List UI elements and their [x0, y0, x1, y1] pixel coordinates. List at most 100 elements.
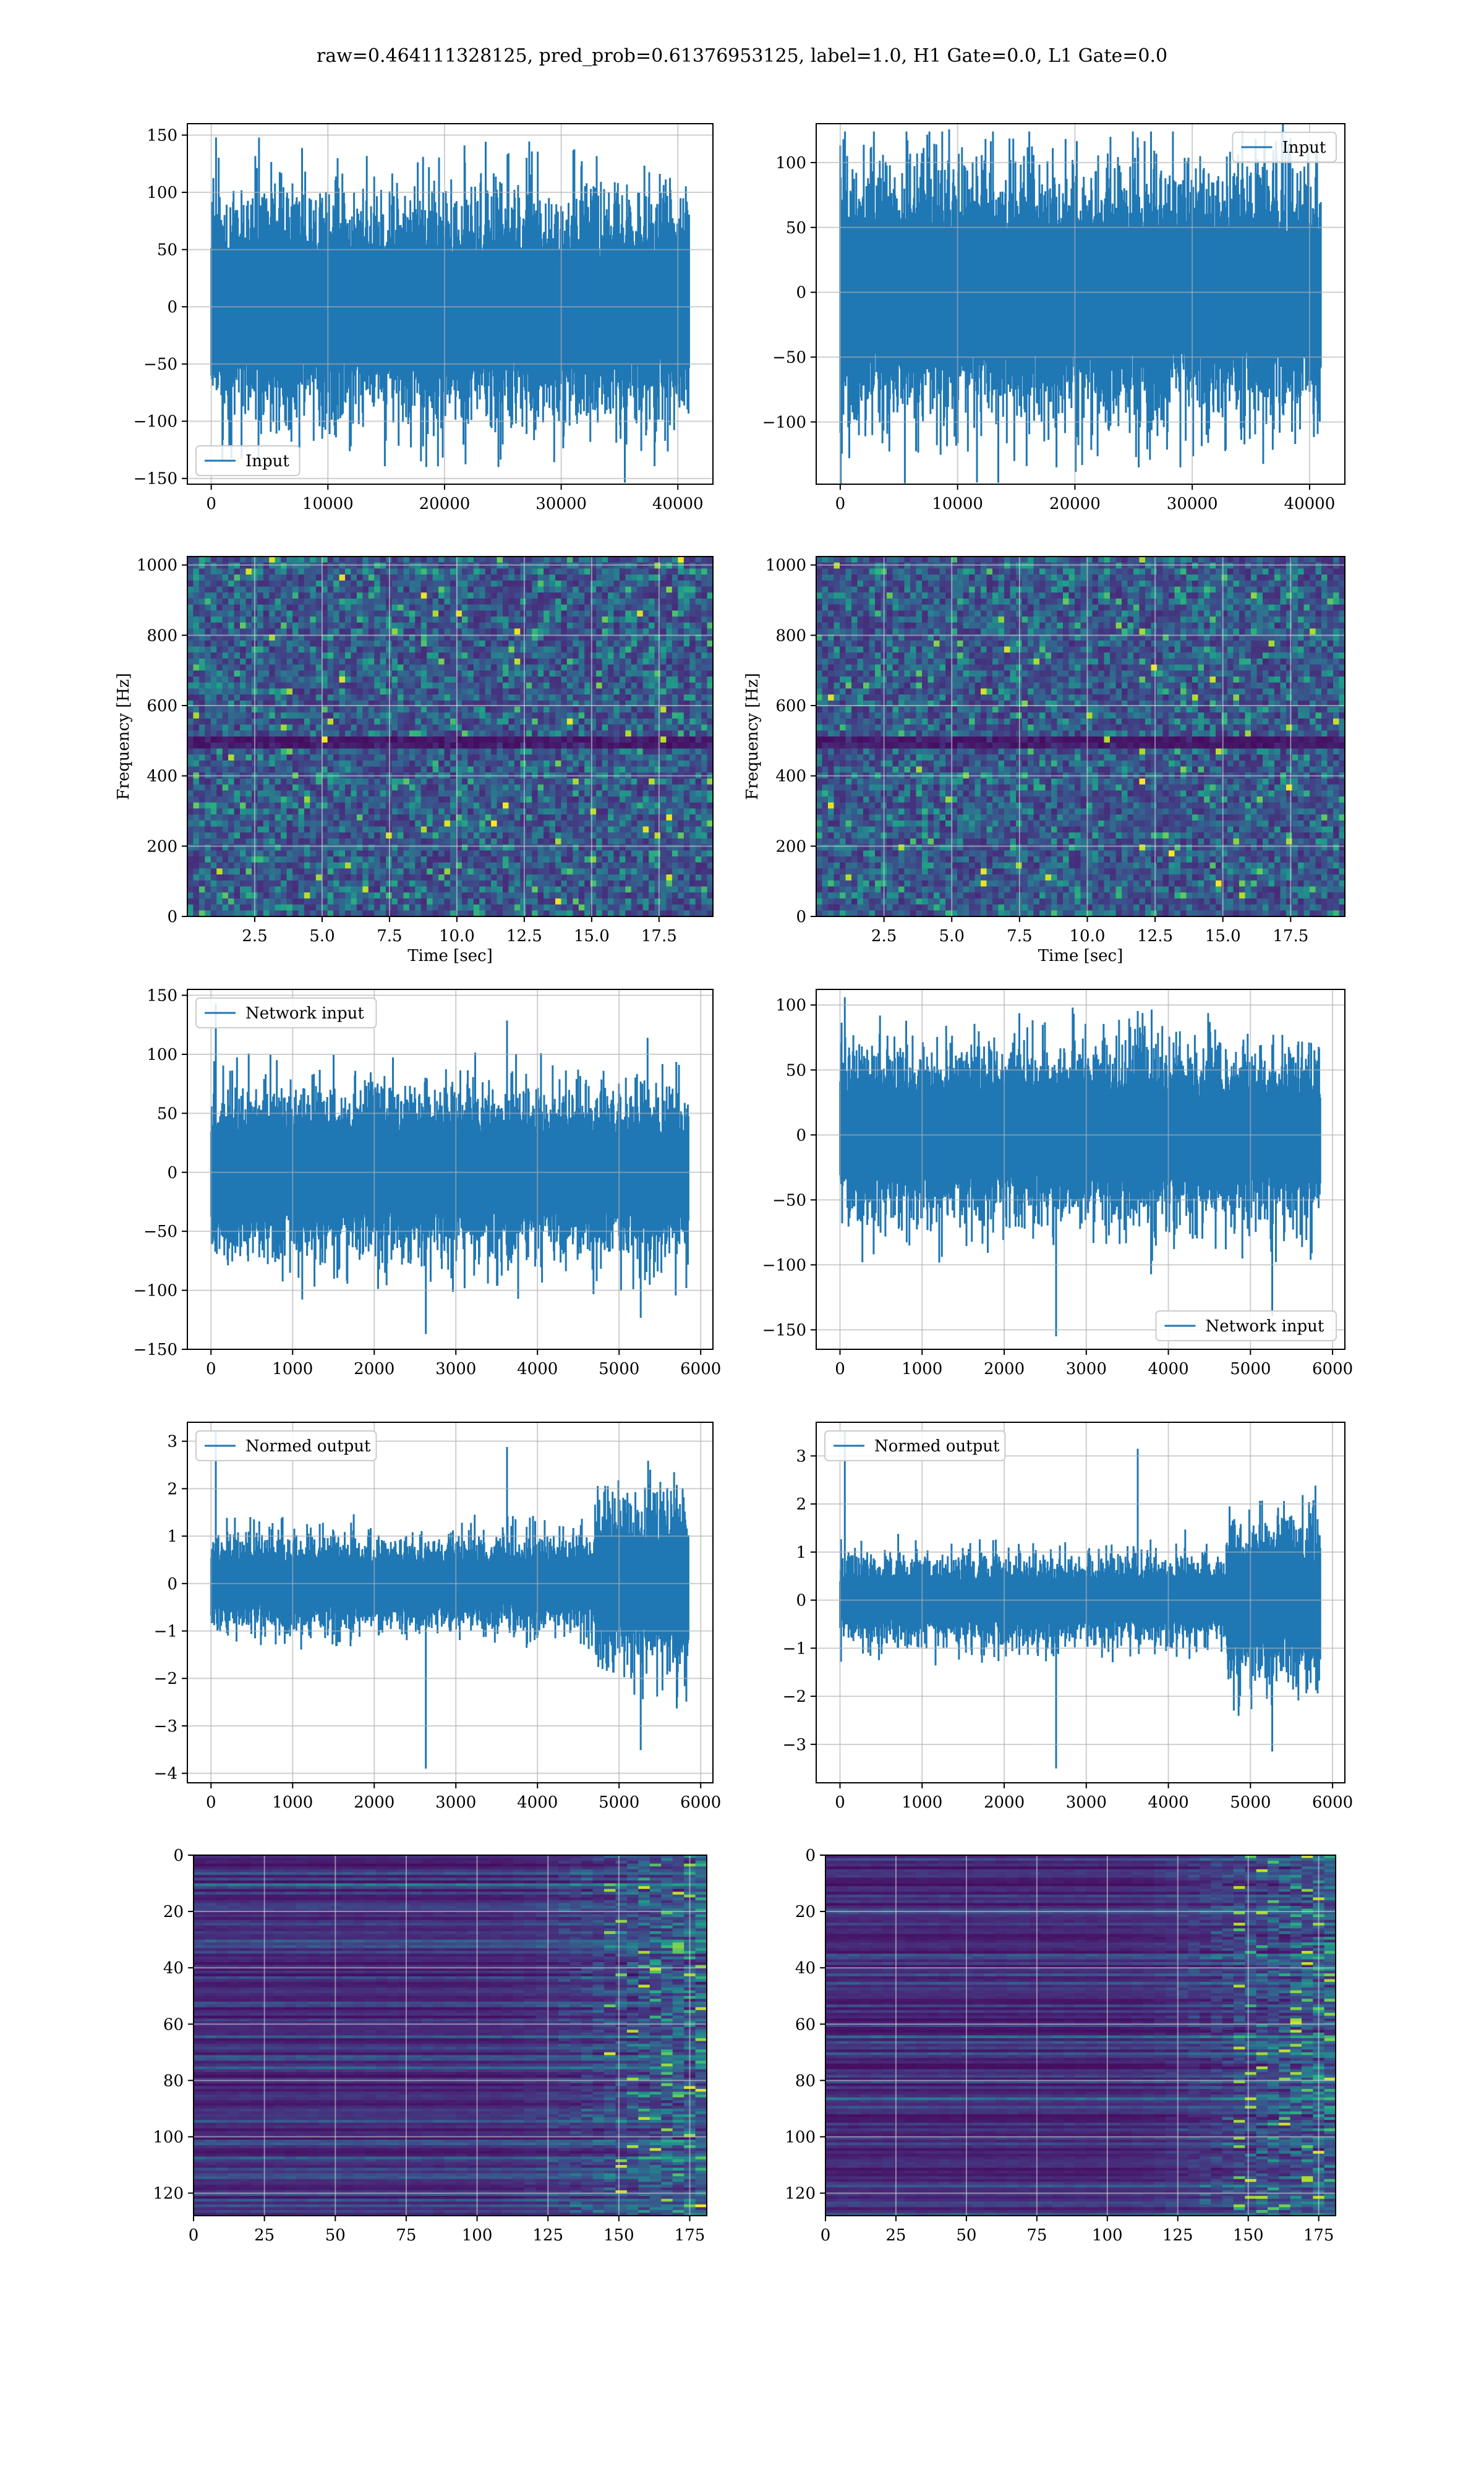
heatmap-cell: [508, 683, 514, 689]
heatmap-cell: [316, 754, 322, 761]
heatmap-cell: [234, 677, 241, 683]
heatmap-cell: [403, 839, 409, 845]
heatmap-cell: [351, 652, 357, 659]
heatmap-cell: [479, 748, 485, 754]
heatmap-cell: [631, 874, 638, 881]
heatmap-cell: [351, 712, 357, 719]
heatmap-cell: [316, 712, 322, 719]
heatmap-cell: [544, 647, 550, 653]
heatmap-cell: [403, 670, 409, 677]
heatmap-cell: [345, 730, 351, 736]
heatmap-cell: [445, 581, 451, 587]
heatmap-cell: [467, 592, 474, 599]
heatmap-cell: [637, 881, 643, 887]
heatmap-cell: [374, 683, 380, 689]
heatmap-cell: [497, 874, 503, 881]
heatmap-cell: [216, 845, 223, 851]
heatmap-cell: [450, 628, 456, 634]
heatmap-cell: [625, 905, 631, 911]
heatmap-cell: [508, 892, 514, 899]
heatmap-cell: [433, 899, 439, 905]
heatmap-cell: [573, 659, 579, 665]
heatmap-cell: [292, 563, 299, 569]
heatmap-cell: [211, 856, 217, 863]
heatmap-cell: [497, 761, 503, 767]
heatmap-cell: [427, 730, 433, 736]
heatmap-cell: [526, 803, 532, 809]
heatmap-cell: [421, 785, 427, 791]
heatmap-cell: [427, 790, 433, 796]
heatmap-cell: [497, 659, 503, 665]
heatmap-cell: [445, 707, 451, 713]
heatmap-cell: [532, 821, 538, 827]
heatmap-cell: [538, 677, 544, 683]
heatmap-cell: [339, 827, 346, 833]
heatmap-cell: [445, 856, 451, 863]
heatmap-cell: [333, 670, 339, 677]
heatmap-cell: [637, 623, 643, 629]
heatmap-cell: [596, 814, 602, 821]
heatmap-cell: [187, 790, 194, 796]
heatmap-cell: [421, 557, 427, 563]
heatmap-cell: [257, 683, 263, 689]
heatmap-cell: [596, 557, 602, 563]
heatmap-cell: [631, 863, 638, 869]
heatmap-cell: [631, 881, 638, 887]
heatmap-cell: [187, 568, 194, 574]
heatmap-cell: [655, 677, 661, 683]
heatmap-cell: [304, 821, 310, 827]
heatmap-cell: [409, 832, 416, 839]
heatmap-cell: [351, 790, 357, 796]
heatmap-cell: [625, 557, 631, 563]
heatmap-cell: [357, 767, 363, 773]
heatmap-cell: [187, 796, 194, 803]
heatmap-cell: [275, 754, 281, 761]
heatmap-cell: [479, 743, 485, 749]
heatmap-cell: [351, 845, 357, 851]
heatmap-cell: [520, 719, 526, 725]
heatmap-cell: [450, 641, 456, 647]
heatmap-cell: [328, 767, 334, 773]
heatmap-cell: [544, 856, 550, 863]
heatmap-cell: [462, 587, 468, 593]
heatmap-cell: [544, 617, 550, 623]
heatmap-cell: [573, 808, 579, 814]
heatmap-cell: [269, 581, 275, 587]
heatmap-cell: [421, 581, 427, 587]
heatmap-cell: [427, 767, 433, 773]
heatmap-cell: [433, 856, 439, 863]
heatmap-cell: [538, 868, 544, 874]
heatmap-cell: [450, 563, 456, 569]
heatmap-cell: [474, 617, 480, 623]
heatmap-cell: [345, 557, 351, 563]
heatmap-cell: [526, 754, 532, 761]
heatmap-cell: [403, 767, 409, 773]
heatmap-cell: [193, 790, 199, 796]
heatmap-cell: [292, 748, 299, 754]
heatmap-cell: [479, 568, 485, 574]
heatmap-cell: [281, 725, 287, 731]
heatmap-cell: [228, 557, 234, 563]
heatmap-cell: [567, 712, 573, 719]
heatmap-cell: [602, 892, 608, 899]
heatmap-cell: [561, 736, 567, 743]
heatmap-cell: [438, 599, 445, 605]
heatmap-cell: [357, 605, 363, 611]
heatmap-cell: [573, 748, 579, 754]
heatmap-cell: [369, 670, 375, 677]
heatmap-cell: [631, 587, 638, 593]
heatmap-cell: [374, 587, 380, 593]
heatmap-cell: [357, 581, 363, 587]
heatmap-cell: [427, 688, 433, 694]
heatmap-cell: [328, 730, 334, 736]
heatmap-cell: [579, 767, 585, 773]
heatmap-cell: [608, 659, 614, 665]
heatmap-cell: [205, 688, 211, 694]
heatmap-cell: [433, 863, 439, 869]
heatmap-cell: [380, 610, 386, 617]
heatmap-cell: [497, 796, 503, 803]
heatmap-cell: [216, 892, 223, 899]
heatmap-cell: [438, 641, 445, 647]
heatmap-cell: [433, 610, 439, 617]
heatmap-cell: [257, 574, 263, 581]
